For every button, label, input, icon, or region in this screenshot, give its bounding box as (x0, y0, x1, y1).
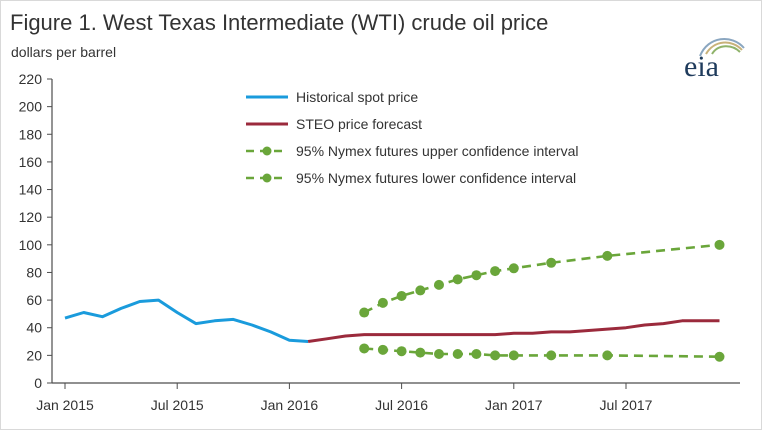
svg-text:eia: eia (684, 50, 719, 82)
lower-confidence-interval-point (415, 347, 426, 358)
legend-label-lower-confidence-interval: 95% Nymex futures lower confidence inter… (296, 170, 576, 186)
x-tick-label: Jul 2016 (375, 397, 428, 413)
y-tick-label: 0 (34, 375, 42, 391)
historical-spot-price-line (64, 298, 309, 343)
upper-confidence-interval-line (363, 243, 720, 314)
upper-confidence-interval-point (602, 250, 613, 261)
lower-confidence-interval-point (377, 344, 388, 355)
x-tick-label: Jan 2017 (485, 397, 543, 413)
y-tick-label: 200 (19, 99, 43, 115)
legend-label-steo-price-forecast: STEO price forecast (296, 116, 422, 132)
legend-marker-lower-confidence-interval (262, 173, 272, 183)
legend-label-upper-confidence-interval: 95% Nymex futures upper confidence inter… (296, 143, 578, 159)
y-tick-label: 80 (26, 264, 42, 280)
y-axis-unit-label: dollars per barrel (11, 44, 117, 60)
lower-confidence-interval-point (359, 343, 370, 354)
lower-confidence-interval-point (602, 350, 613, 361)
lower-confidence-interval-point (452, 348, 463, 359)
upper-confidence-interval-point (396, 290, 407, 301)
steo-price-forecast-line (307, 319, 720, 343)
upper-confidence-interval-point (415, 285, 426, 296)
legend-label-historical-spot-price: Historical spot price (296, 89, 418, 105)
legend-marker-upper-confidence-interval (262, 146, 272, 156)
upper-confidence-interval-point (377, 297, 388, 308)
lower-confidence-interval-point (508, 350, 519, 361)
lower-confidence-interval-point (546, 350, 557, 361)
y-tick-label: 120 (19, 209, 43, 225)
lower-confidence-interval-point (396, 346, 407, 357)
upper-confidence-interval-point (714, 239, 725, 250)
y-tick-label: 140 (19, 182, 43, 198)
eia-logo: eia (684, 37, 745, 82)
upper-confidence-interval-point (490, 266, 501, 277)
upper-confidence-interval-point (434, 279, 444, 290)
y-tick-label: 160 (19, 154, 43, 170)
x-tick-label: Jul 2017 (600, 397, 653, 413)
upper-confidence-interval-point (546, 257, 557, 268)
y-tick-label: 40 (26, 320, 42, 336)
y-tick-label: 20 (26, 347, 42, 363)
y-tick-label: 100 (19, 237, 43, 253)
lower-confidence-interval-point (714, 351, 725, 362)
lower-confidence-interval-point (490, 350, 501, 361)
x-tick-label: Jan 2015 (36, 397, 94, 413)
x-tick-label: Jan 2016 (261, 397, 319, 413)
upper-confidence-interval-point (452, 274, 463, 285)
x-tick-label: Jul 2015 (151, 397, 204, 413)
upper-confidence-interval-point (471, 270, 482, 281)
lower-confidence-interval-point (471, 348, 482, 359)
lower-confidence-interval-point (434, 348, 444, 359)
upper-confidence-interval-point (359, 307, 370, 318)
y-tick-label: 180 (19, 126, 43, 142)
y-tick-label: 220 (19, 71, 43, 87)
upper-confidence-interval-point (508, 263, 519, 274)
y-tick-label: 60 (26, 292, 42, 308)
chart-title: Figure 1. West Texas Intermediate (WTI) … (10, 10, 549, 35)
